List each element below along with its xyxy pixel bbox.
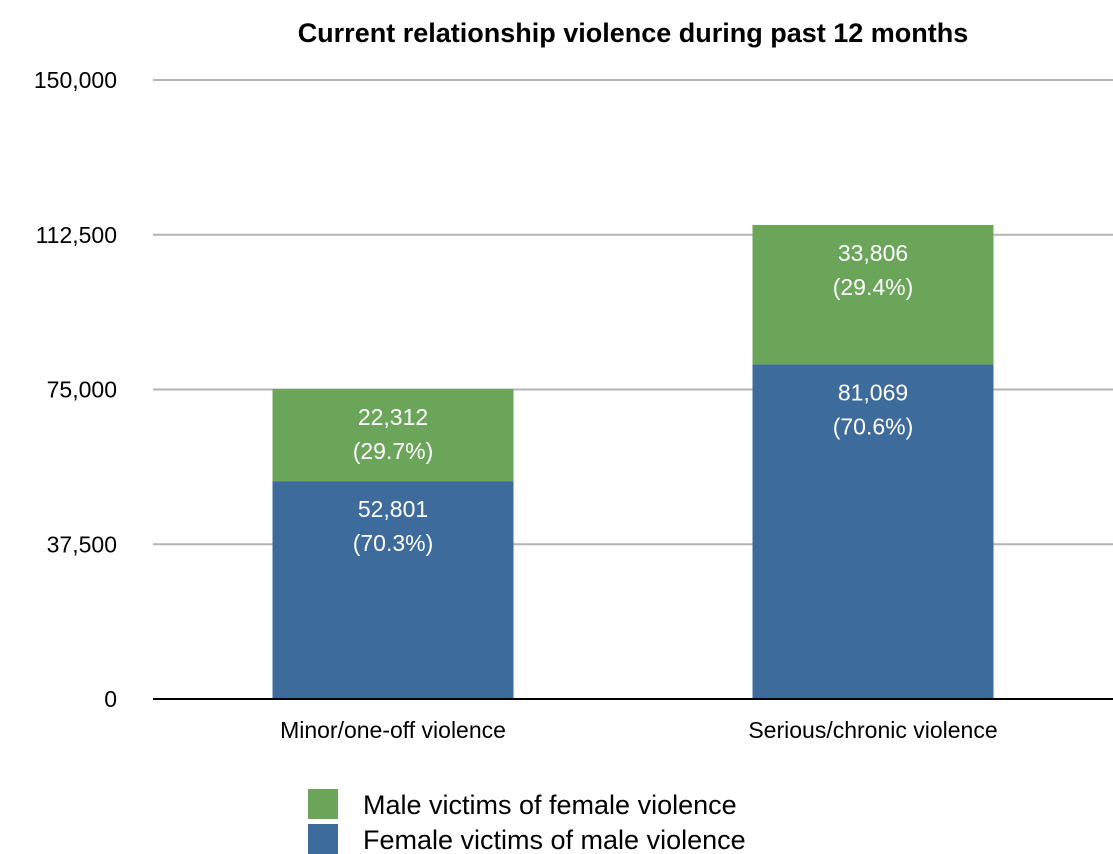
legend-swatch: [308, 824, 338, 854]
bar-segment: [272, 481, 514, 699]
x-category-label: Minor/one-off violence: [280, 717, 506, 743]
bar-value-label: 52,801: [358, 496, 428, 522]
y-tick-label: 0: [104, 686, 117, 712]
bars: [272, 224, 994, 699]
legend-swatch: [308, 789, 338, 819]
bar-value-label: 22,312: [358, 404, 428, 430]
bar-segment: [752, 364, 994, 699]
bar-value-label: 81,069: [838, 379, 908, 405]
x-category-label: Serious/chronic violence: [748, 717, 997, 743]
bar-value-label: 33,806: [838, 240, 908, 266]
bar-value-label: (70.6%): [833, 413, 914, 439]
bar-segment: [752, 224, 994, 365]
bar-segment: [272, 389, 514, 482]
legend-label: Male victims of female violence: [363, 790, 737, 820]
y-tick-label: 150,000: [34, 67, 117, 93]
bar-labels: 52,801 (70.3%) 22,312 (29.7%) 81,069 (70.6%) 3…: [353, 240, 914, 556]
y-tick-label: 75,000: [47, 377, 117, 403]
y-axis-ticks: 0 37,500 75,000 112,500 150,000: [34, 67, 117, 712]
y-tick-label: 37,500: [47, 531, 117, 557]
bar-value-label: (29.7%): [353, 438, 434, 464]
legend-label: Female victims of male violence: [363, 825, 746, 854]
legend: Male victims of female violence Female vi…: [308, 789, 746, 854]
chart-title: Current relationship violence during pas…: [298, 18, 969, 48]
bar-value-label: (29.4%): [833, 274, 914, 300]
bar-value-label: (70.3%): [353, 530, 434, 556]
x-axis-categories: Minor/one-off violence Serious/chronic vi…: [280, 717, 998, 743]
y-tick-label: 112,500: [36, 222, 117, 248]
